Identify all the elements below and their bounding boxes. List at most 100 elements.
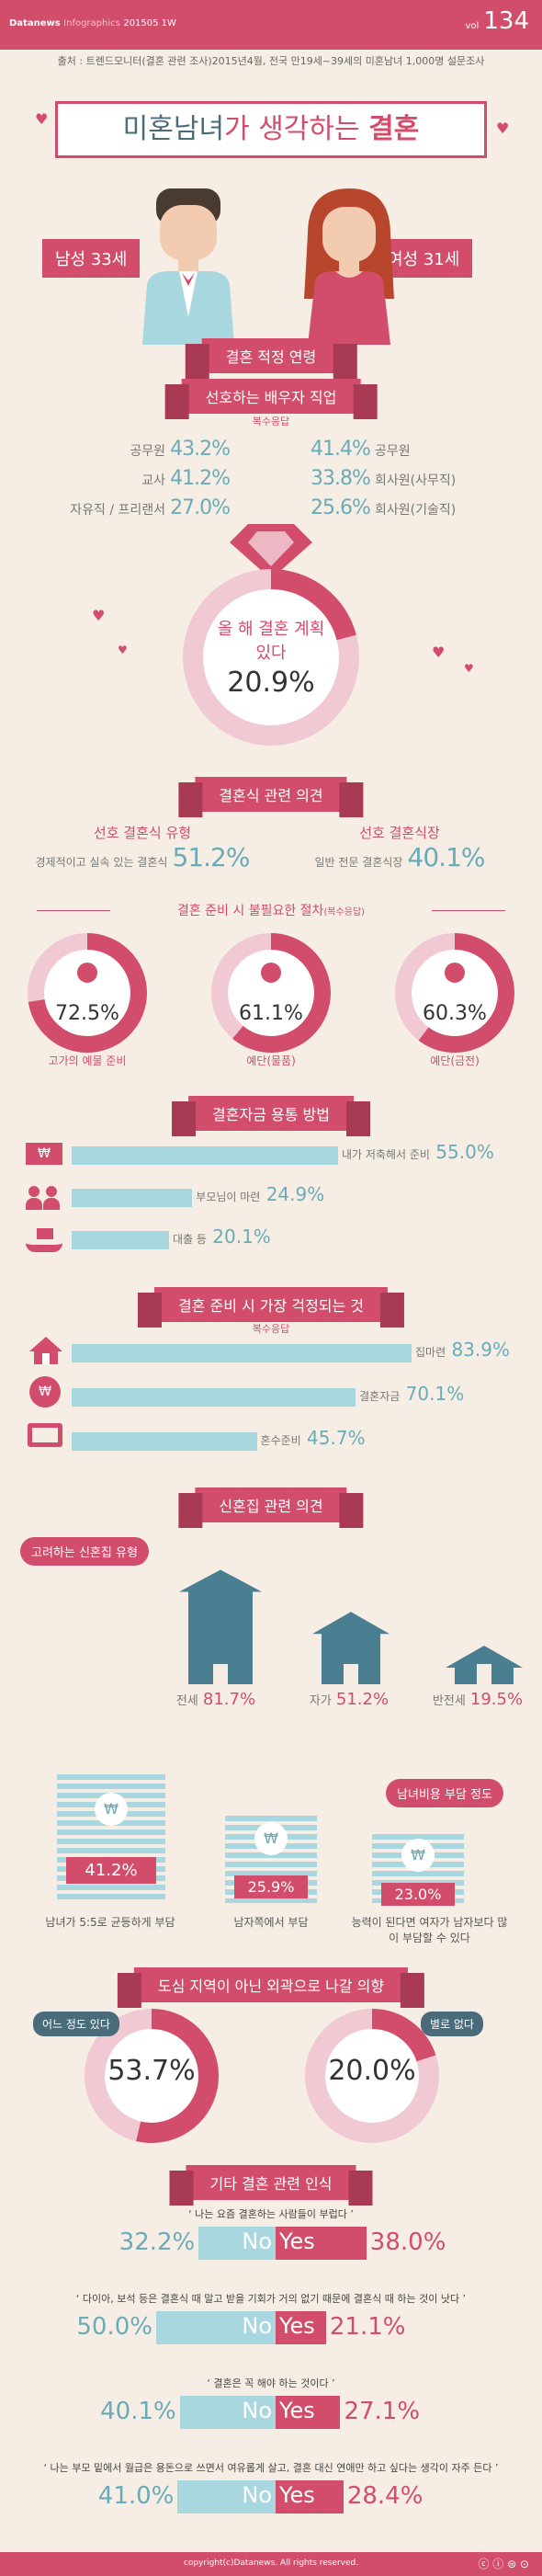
unnecessary-ring-0 — [28, 933, 147, 1053]
job-label: 자유직 / 프리랜서 — [70, 503, 166, 518]
job-row: 25.6% 회사원(기술직) — [311, 496, 522, 526]
job-row: 교사 41.2% — [28, 467, 231, 496]
type-desc: 경제적이고 실속 있는 결혼식 — [35, 856, 168, 869]
worry-label-2: 혼수준비 45.7% — [261, 1427, 366, 1449]
job-title: 선호하는 배우자 직업 — [205, 389, 337, 406]
wedding-title: 결혼식 관련 의견 — [219, 787, 323, 804]
other-yes-bar-0 — [276, 2227, 367, 2260]
bar-value: 70.1% — [400, 1383, 465, 1405]
top-bar — [0, 0, 542, 50]
male-age: 남성 33세 — [55, 250, 128, 269]
type-row: 경제적이고 실속 있는 결혼식 51.2% — [18, 842, 266, 872]
other-question-2: ‘ 결혼은 꼭 해야 하는 것이다 ’ — [207, 2377, 335, 2389]
unnecessary-label-1: 예단(물품) — [246, 1054, 296, 1067]
cost-title-badge: 남녀비용 부담 정도 — [386, 1779, 503, 1807]
other-yes-value-2: 27.1% — [344, 2398, 421, 2425]
house-bar-2 — [446, 1646, 523, 1684]
parents-icon — [26, 1186, 62, 1210]
heart-icon: ♥ — [496, 120, 510, 137]
brand-sub: Infographics — [63, 18, 120, 28]
cost-value-2: 23.0% — [381, 1883, 455, 1906]
venue-row: 일반 전문 결혼식장 40.1% — [276, 842, 524, 872]
other-no-word-1: No — [242, 2313, 272, 2339]
other-no-value-2: 40.1% — [100, 2398, 176, 2425]
unnecessary-arc-1 — [211, 933, 331, 1053]
brand-name: Datanews — [9, 18, 61, 28]
other-ribbon: 기타 결혼 관련 인식 — [169, 2165, 373, 2206]
other-no-bar-2 — [179, 2396, 276, 2429]
house-chart — [179, 1569, 523, 1684]
job-value: 27.0% — [170, 496, 231, 519]
funds-bar-0 — [72, 1146, 338, 1165]
bar-value: 55.0% — [429, 1141, 494, 1163]
other-no-bar-0 — [198, 2227, 276, 2260]
bride-illustration — [304, 188, 394, 345]
heart-icon: ♥ — [118, 644, 128, 656]
worry-label-1: 결혼자금 70.1% — [359, 1383, 464, 1405]
other-yes-value-3: 28.4% — [346, 2482, 423, 2510]
cost-value-0: 41.2% — [66, 1857, 156, 1884]
source-text: 출처 : 트렌드모니터(결혼 관련 조사)2015년4월, 전국 만19세~39… — [57, 55, 485, 67]
job-note: 복수응답 — [252, 416, 290, 427]
cost-label-1: 남자쪽에서 부담 — [233, 1916, 309, 1929]
job-row: 41.4% 공무원 — [311, 438, 522, 467]
title-banner: 미혼남녀가 생각하는 결혼 — [55, 101, 487, 158]
unnecessary-label-2: 예단(금전) — [430, 1054, 480, 1067]
bar-value: 20.1% — [206, 1225, 271, 1248]
vol-number: 134 — [483, 7, 529, 35]
worry-bar-0 — [72, 1344, 412, 1362]
unnecessary-title: 결혼 준비 시 불필요한 절차 — [176, 904, 324, 918]
worry-note: 복수응답 — [252, 1323, 290, 1335]
bar-value: 24.9% — [260, 1183, 325, 1205]
unnecessary-ring-1 — [211, 933, 331, 1053]
unnecessary-line — [432, 910, 505, 911]
bar-value: 83.9% — [446, 1339, 511, 1361]
other-no-bar-1 — [156, 2311, 276, 2344]
house-value: 81.7% — [202, 1690, 256, 1709]
unnecessary-value-2: 60.3% — [423, 1002, 487, 1025]
funds-title: 결혼자금 용통 방법 — [212, 1106, 330, 1123]
house-label-2: 반전세 19.5% — [423, 1690, 533, 1709]
other-no-word-2: No — [242, 2398, 272, 2423]
type-title: 선호 결혼식 유형 — [93, 825, 192, 841]
title-part3: 결혼 — [368, 113, 420, 145]
other-yes-word-3: Yes — [279, 2482, 315, 2508]
marriage-age-label: 결혼 적정 연령 — [225, 348, 317, 366]
region-title: 도심 지역이 아닌 외곽으로 나갈 의향 — [157, 1978, 385, 1995]
other-yes-bar-3 — [276, 2480, 344, 2513]
other-yes-bar-1 — [276, 2311, 326, 2344]
region-yes-value: 53.7% — [107, 2055, 196, 2087]
venue-value: 40.1% — [407, 842, 486, 872]
unnecessary-value-0: 72.5% — [55, 1002, 119, 1025]
groom-illustration — [142, 188, 234, 345]
region-no-badge: 별로 없다 — [421, 2012, 483, 2036]
job-row: 33.8% 회사원(사무직) — [311, 467, 522, 496]
plan-arc — [183, 569, 359, 746]
brand-label: Datanews Infographics 201505 1W — [9, 18, 176, 28]
other-yes-value-0: 38.0% — [369, 2228, 446, 2256]
funds-bar-1 — [72, 1189, 193, 1207]
heart-icon: ♥ — [35, 110, 49, 128]
job-value: 41.4% — [311, 438, 371, 461]
unnecessary-label-0: 고가의 예물 준비 — [48, 1054, 127, 1067]
other-question-1: ‘ 다이아, 보석 등은 결혼식 때 말고 받을 기회가 거의 없기 때문에 결… — [75, 2293, 467, 2305]
cost-label-2: 능력이 된다면 여자가 남자보다 많이 부담할 수 있다 — [351, 1916, 508, 1944]
house-ribbon: 신혼집 관련 의견 — [178, 1487, 364, 1528]
job-value: 25.6% — [311, 496, 371, 519]
male-job-list: 41.4% 공무원 33.8% 회사원(사무직) 25.6% 회사원(기술직) — [311, 438, 522, 526]
heart-icon: ♥ — [464, 662, 474, 675]
worry-bar-2 — [72, 1432, 257, 1451]
bar-label: 내가 저축해서 준비 — [342, 1148, 430, 1161]
footer-bar — [0, 2552, 542, 2576]
other-no-value-0: 32.2% — [119, 2228, 196, 2256]
job-label: 교사 — [141, 473, 166, 488]
house-label-1: 자가 51.2% — [299, 1690, 400, 1709]
unnecessary-note: (복수응답) — [323, 907, 366, 918]
worry-label-0: 집마련 83.9% — [415, 1339, 510, 1361]
house-sub: 고려하는 신혼집 유형 — [31, 1546, 138, 1560]
other-no-bar-3 — [177, 2480, 276, 2513]
funds-label-2: 대출 등 20.1% — [173, 1225, 271, 1248]
house-value: 19.5% — [469, 1690, 524, 1709]
plan-value: 20.9% — [227, 667, 315, 699]
bar-label: 결혼자금 — [359, 1390, 401, 1403]
